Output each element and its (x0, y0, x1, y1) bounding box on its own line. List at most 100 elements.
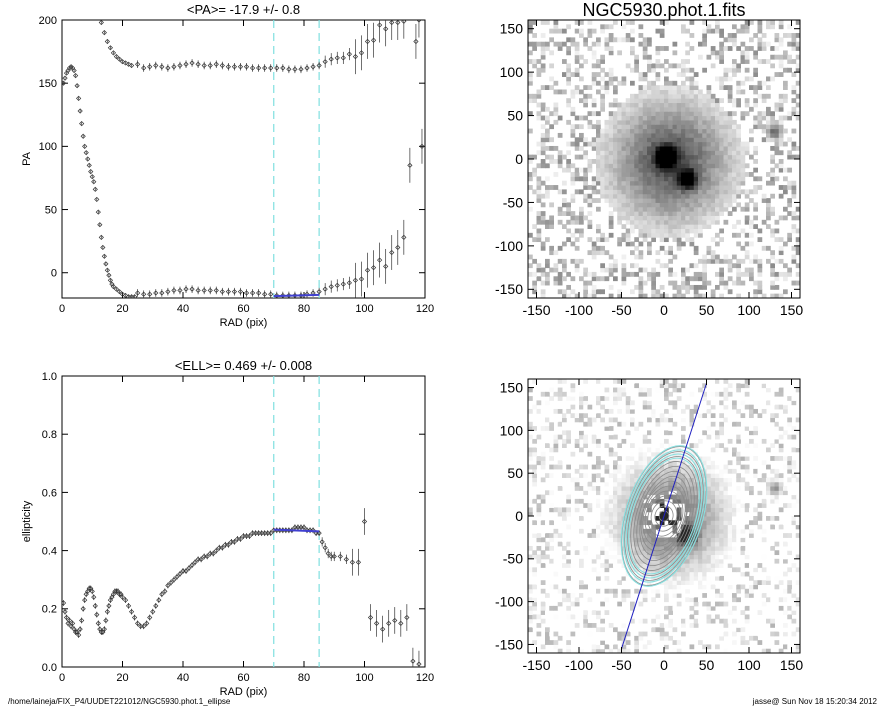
image-pixel (605, 268, 610, 273)
image-pixel (792, 255, 797, 260)
image-pixel (779, 215, 784, 220)
image-pixel (617, 563, 622, 568)
image-pixel (609, 268, 614, 273)
image-pixel (770, 24, 775, 29)
image-pixel (681, 439, 686, 444)
image-pixel (770, 572, 775, 577)
image-pixel (775, 486, 780, 491)
image-pixel (622, 490, 627, 495)
image-pixel (770, 111, 775, 116)
image-pixel (736, 103, 741, 108)
image-pixel (660, 94, 665, 99)
image-pixel (634, 211, 639, 216)
image-pixel (651, 435, 656, 440)
image-pixel (715, 503, 720, 508)
image-pixel (779, 388, 784, 393)
image-pixel (596, 507, 601, 512)
image-pixel (656, 94, 661, 99)
image-pixel (711, 413, 716, 418)
image-pixel (766, 137, 771, 142)
image-pixel (617, 520, 622, 525)
image-pixel (626, 585, 631, 590)
image-pixel (545, 559, 550, 564)
image-pixel (685, 576, 690, 581)
y-tick-label: 50 (507, 107, 523, 123)
image-pixel (656, 250, 661, 255)
image-pixel (681, 233, 686, 238)
image-pixel (770, 146, 775, 151)
image-pixel (609, 533, 614, 538)
image-pixel (617, 486, 622, 491)
image-pixel (562, 430, 567, 435)
image-pixel (545, 593, 550, 598)
image-pixel (592, 272, 597, 277)
image-pixel (732, 512, 737, 517)
image-pixel (630, 215, 635, 220)
image-pixel (775, 229, 780, 234)
image-pixel (626, 168, 631, 173)
image-pixel (579, 259, 584, 264)
image-pixel (711, 289, 716, 294)
image-pixel (583, 116, 588, 121)
image-pixel (639, 619, 644, 624)
image-pixel (630, 142, 635, 147)
image-pixel (566, 430, 571, 435)
image-pixel (783, 215, 788, 220)
image-pixel (579, 426, 584, 431)
image-pixel (566, 435, 571, 440)
image-pixel (609, 155, 614, 160)
image-pixel (537, 546, 542, 551)
image-pixel (783, 610, 788, 615)
image-pixel (698, 181, 703, 186)
image-pixel (622, 142, 627, 147)
image-pixel (558, 211, 563, 216)
image-pixel (571, 396, 576, 401)
image-pixel (651, 383, 656, 388)
image-pixel (792, 59, 797, 64)
image-pixel (715, 50, 720, 55)
image-pixel (579, 189, 584, 194)
image-pixel (605, 250, 610, 255)
image-pixel (749, 37, 754, 42)
image-pixel (639, 163, 644, 168)
image-pixel (549, 533, 554, 538)
image-pixel (681, 107, 686, 112)
image-pixel (537, 185, 542, 190)
image-pixel (732, 185, 737, 190)
image-pixel (609, 202, 614, 207)
image-pixel (571, 276, 576, 281)
image-pixel (732, 159, 737, 164)
image-pixel (634, 207, 639, 212)
image-pixel (639, 439, 644, 444)
image-pixel (719, 185, 724, 190)
image-pixel (711, 400, 716, 405)
image-pixel (626, 486, 631, 491)
image-pixel (698, 559, 703, 564)
image-pixel (605, 482, 610, 487)
image-pixel (634, 111, 639, 116)
image-pixel (664, 207, 669, 212)
image-pixel (596, 443, 601, 448)
image-pixel (537, 537, 542, 542)
image-pixel (719, 46, 724, 51)
image-pixel (558, 465, 563, 470)
image-pixel (770, 137, 775, 142)
image-pixel (673, 580, 678, 585)
image-pixel (622, 189, 627, 194)
image-pixel (749, 233, 754, 238)
image-pixel (707, 224, 712, 229)
image-pixel (626, 469, 631, 474)
image-pixel (537, 116, 542, 121)
image-pixel (592, 76, 597, 81)
image-pixel (639, 422, 644, 427)
image-pixel (566, 237, 571, 242)
image-pixel (643, 439, 648, 444)
image-pixel (609, 272, 614, 277)
image-pixel (711, 215, 716, 220)
image-pixel (707, 137, 712, 142)
image-pixel (592, 477, 597, 482)
image-pixel (694, 215, 699, 220)
image-pixel (605, 198, 610, 203)
y-tick-label: 100 (39, 141, 57, 153)
image-pixel (787, 465, 792, 470)
